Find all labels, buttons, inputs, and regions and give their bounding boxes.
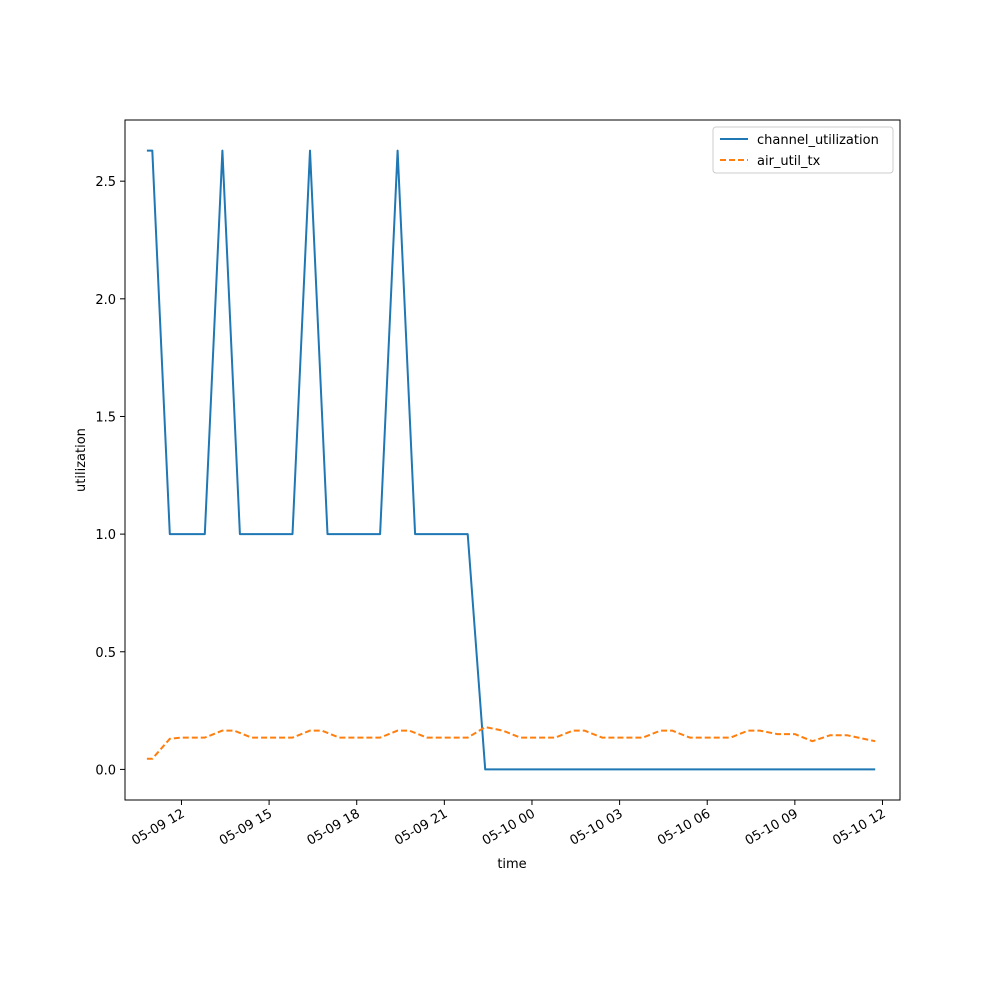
x-tick-label: 05-10 03: [567, 806, 625, 848]
y-axis-label: utilization: [74, 428, 89, 492]
legend: channel_utilization air_util_tx: [712, 126, 894, 174]
y-tick-label: 0.5: [95, 646, 116, 661]
x-tick-label: 05-09 12: [129, 806, 187, 848]
x-axis: 05-09 12 05-09 15 05-09 18 05-09 21 05-10 00…: [129, 800, 888, 849]
x-tick-label: 05-10 09: [743, 806, 801, 848]
x-tick-label: 05-10 12: [830, 806, 888, 848]
legend-label-air-util-tx: air_util_tx: [757, 154, 821, 169]
x-tick-label: 05-10 00: [480, 806, 538, 848]
y-tick-label: 1.5: [95, 410, 116, 425]
legend-box: [712, 126, 894, 174]
x-tick-label: 05-10 06: [655, 806, 713, 848]
plot-frame: [124, 119, 901, 801]
y-tick-label: 2.5: [95, 175, 116, 190]
x-tick-label: 05-09 18: [305, 806, 363, 848]
y-tick-label: 1.0: [95, 528, 116, 543]
y-axis: 0.0 0.5 1.0 1.5 2.0 2.5: [95, 175, 125, 778]
y-tick-label: 0.0: [95, 763, 116, 778]
plot-area: [124, 119, 901, 801]
x-tick-label: 05-09 21: [392, 806, 450, 848]
y-tick-label: 2.0: [95, 293, 116, 308]
x-axis-label: time: [497, 857, 526, 872]
legend-label-channel-utilization: channel_utilization: [757, 133, 879, 148]
series-layer: [146, 149, 876, 771]
series-line-channel-utilization: [146, 149, 876, 771]
series-line-air-util-tx: [146, 726, 876, 760]
x-tick-label: 05-09 15: [217, 806, 275, 848]
